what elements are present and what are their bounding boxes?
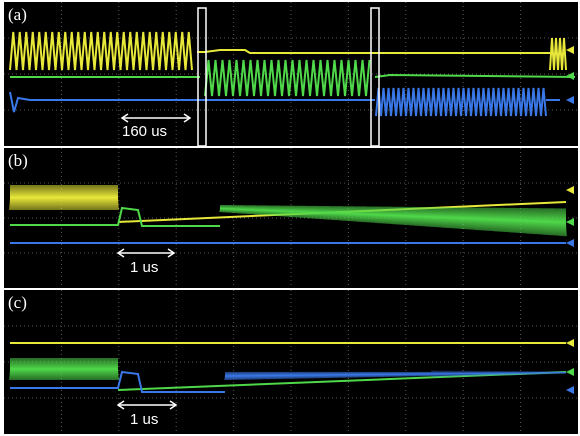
time-scale-label: 1 us	[130, 259, 158, 276]
oscilloscope-figure: (a) (b) (c) 160 us 1 us 1 us	[0, 0, 580, 436]
panel-label: (c)	[8, 293, 27, 312]
panel-label: (a)	[8, 5, 27, 24]
time-scale-label: 1 us	[130, 411, 158, 428]
panel-label: (b)	[8, 151, 28, 170]
time-scale-label: 160 us	[122, 123, 167, 140]
